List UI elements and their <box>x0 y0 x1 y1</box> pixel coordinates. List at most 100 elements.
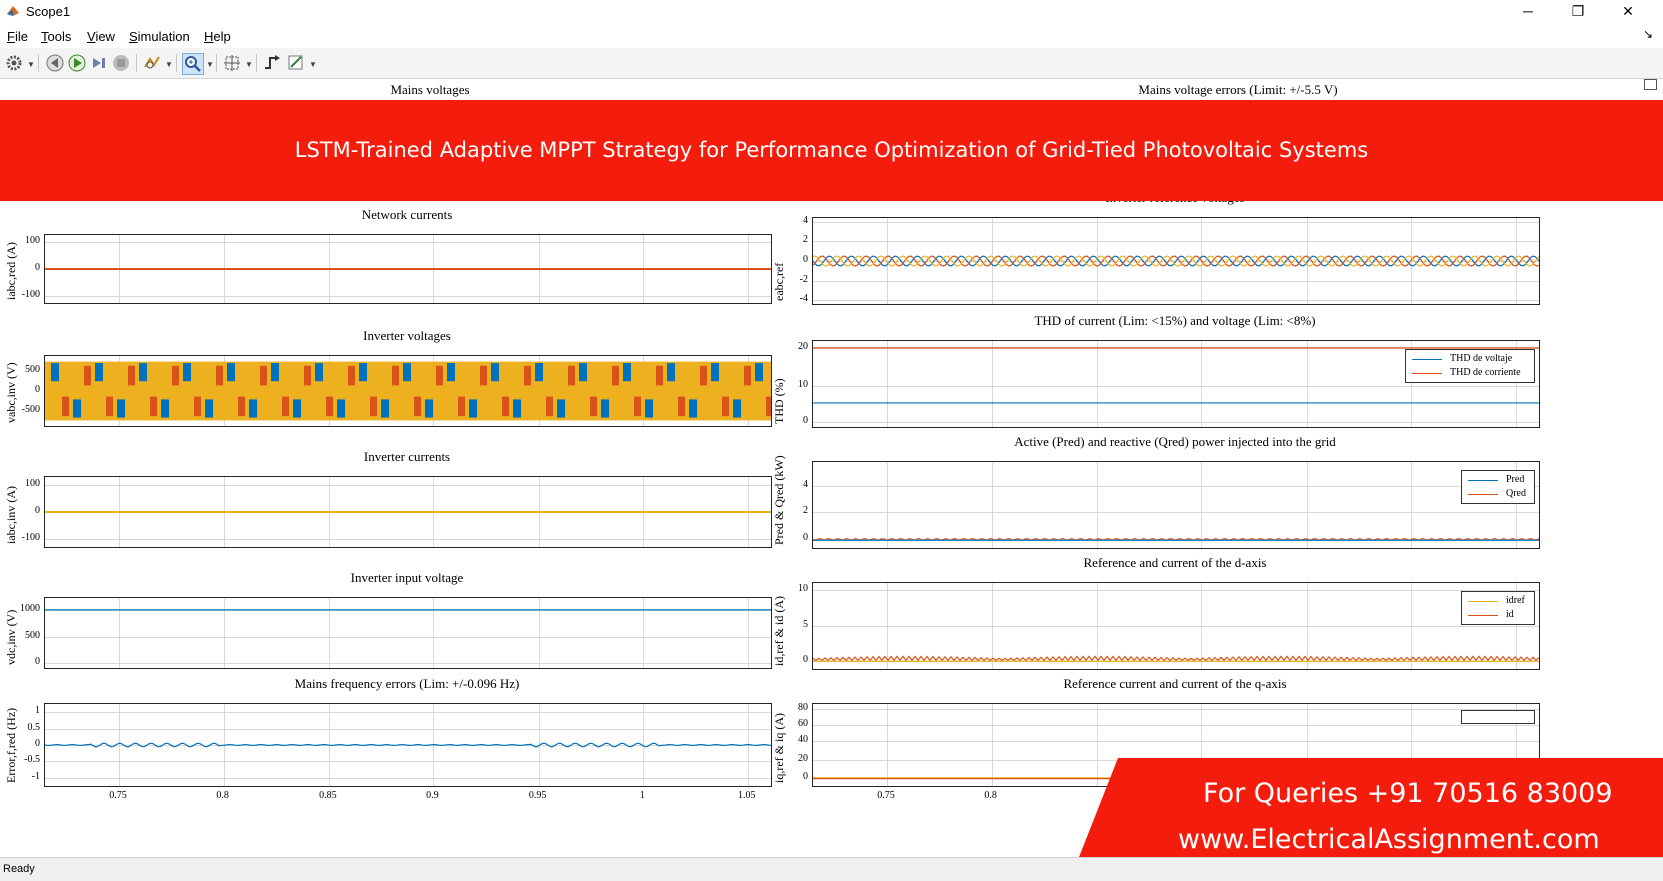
close-button[interactable]: ✕ <box>1622 3 1634 19</box>
pwm-pulse-b <box>568 365 575 386</box>
plot-axes[interactable]: THD de voltaje THD de corriente <box>812 340 1540 428</box>
gridline <box>119 598 121 668</box>
pwm-pulse-b <box>326 396 333 417</box>
gridline <box>813 280 1539 282</box>
plot-title: Mains frequency errors (Lim: +/-0.096 Hz… <box>294 676 520 691</box>
y-tick-label: 60 <box>798 717 808 729</box>
menu-tools-label: ools <box>47 29 72 44</box>
gridline <box>45 663 771 665</box>
menu-help[interactable]: Help <box>204 29 231 44</box>
plot-axes[interactable] <box>44 234 772 304</box>
pwm-pulse-b <box>216 365 223 386</box>
run-icon[interactable] <box>67 53 87 73</box>
x-tick-label: 0.75 <box>109 790 127 801</box>
menu-simulation-label: imulation <box>137 29 190 44</box>
plot-axes[interactable] <box>44 476 772 548</box>
y-tick-label: 500 <box>25 364 40 376</box>
step-forward-icon[interactable] <box>89 53 109 73</box>
y-tick-label: 0 <box>803 654 808 666</box>
plot-legend[interactable]: THD de voltaje THD de corriente <box>1405 349 1535 383</box>
plot-traces <box>45 742 771 748</box>
trace-ea-ref <box>813 255 1539 267</box>
y-tick-label: 20 <box>798 340 808 352</box>
pwm-pulse-b <box>502 396 509 417</box>
fit-axes-icon[interactable] <box>222 53 242 73</box>
plot-axes[interactable] <box>44 355 772 427</box>
menu-simulation[interactable]: Simulation <box>129 29 190 44</box>
legend-label: THD de voltaje <box>1450 353 1513 364</box>
expand-toggle-icon[interactable] <box>1644 79 1657 90</box>
settings-icon[interactable] <box>4 53 24 73</box>
y-tick-label: 1000 <box>20 602 40 614</box>
y-tick-label: 40 <box>798 733 808 745</box>
highlight-dropdown-icon[interactable]: ▼ <box>165 60 173 69</box>
toolbar-separator <box>38 54 39 72</box>
trace-ec-ref <box>813 255 1539 267</box>
zoom-icon[interactable] <box>182 53 204 75</box>
pwm-pulse-a <box>271 363 279 382</box>
stop-icon[interactable] <box>111 53 131 73</box>
pwm-pulse-b <box>700 365 707 386</box>
fit-axes-dropdown-icon[interactable]: ▼ <box>245 60 253 69</box>
y-tick-label: 10 <box>798 378 808 390</box>
y-tick-label: -0.5 <box>24 754 40 766</box>
gridline <box>1515 341 1517 427</box>
y-tick-label: 10 <box>798 582 808 594</box>
legend-label: THD de corriente <box>1450 367 1521 378</box>
highlight-icon[interactable] <box>142 53 162 73</box>
triggers-icon[interactable] <box>262 53 282 73</box>
plot-axes[interactable]: Pred Qred <box>812 461 1540 549</box>
pwm-pulse-a <box>645 399 653 418</box>
y-axis-label: vabc,inv (V) <box>4 362 18 423</box>
plot-legend[interactable] <box>1461 710 1535 724</box>
x-tick-label: 1.05 <box>738 790 756 801</box>
plot-axes[interactable] <box>44 597 772 669</box>
undock-icon[interactable]: ↘ <box>1642 27 1653 41</box>
gridline <box>1306 341 1308 427</box>
menu-view[interactable]: View <box>87 29 115 44</box>
pwm-pulse-a <box>51 363 59 382</box>
pwm-pulse-a <box>579 363 587 382</box>
step-back-icon[interactable] <box>45 53 65 73</box>
plot-title: Network currents <box>361 207 453 222</box>
minimize-button[interactable]: ─ <box>1523 3 1533 19</box>
settings-dropdown-icon[interactable]: ▼ <box>27 60 35 69</box>
y-tick-label: 4 <box>803 479 808 491</box>
gridline <box>45 728 771 730</box>
pwm-pulse-a <box>535 363 543 382</box>
style-icon[interactable] <box>286 53 306 73</box>
legend-entry: idref <box>1462 594 1534 608</box>
gridline <box>887 704 889 786</box>
y-tick-label: 0 <box>35 384 40 395</box>
plot-legend[interactable]: Pred Qred <box>1461 470 1535 504</box>
y-tick-label: 1 <box>35 705 40 717</box>
pwm-pulse-b <box>84 365 91 386</box>
pwm-pulse-a <box>513 399 521 418</box>
legend-swatch <box>1468 601 1498 602</box>
pwm-pulse-a <box>403 363 411 382</box>
pwm-pulse-a <box>161 399 169 418</box>
zoom-dropdown-icon[interactable]: ▼ <box>206 60 214 69</box>
plot-axes[interactable]: idref id <box>812 582 1540 670</box>
pwm-pulse-a <box>381 399 389 418</box>
plot-axes[interactable] <box>812 217 1540 305</box>
menu-tools[interactable]: Tools <box>41 29 71 44</box>
pwm-pulse-b <box>546 396 553 417</box>
y-tick-label: -100 <box>21 289 40 301</box>
pwm-pulse-b <box>282 396 289 417</box>
style-dropdown-icon[interactable]: ▼ <box>309 60 317 69</box>
plot-legend[interactable]: idref id <box>1461 591 1535 625</box>
pwm-pulse-b <box>612 365 619 386</box>
gridline <box>643 598 645 668</box>
menu-file[interactable]: File <box>7 29 28 44</box>
legend-swatch <box>1412 373 1442 374</box>
pwm-pulse-a <box>733 399 741 418</box>
plot-axes[interactable] <box>44 703 772 787</box>
maximize-button[interactable]: ❐ <box>1571 3 1585 19</box>
y-tick-label: 0 <box>35 505 40 516</box>
pwm-pulse-b <box>436 365 443 386</box>
gridline <box>1306 462 1308 548</box>
plot-traces <box>45 511 771 513</box>
plot-traces <box>45 609 771 611</box>
gridline <box>45 538 771 540</box>
